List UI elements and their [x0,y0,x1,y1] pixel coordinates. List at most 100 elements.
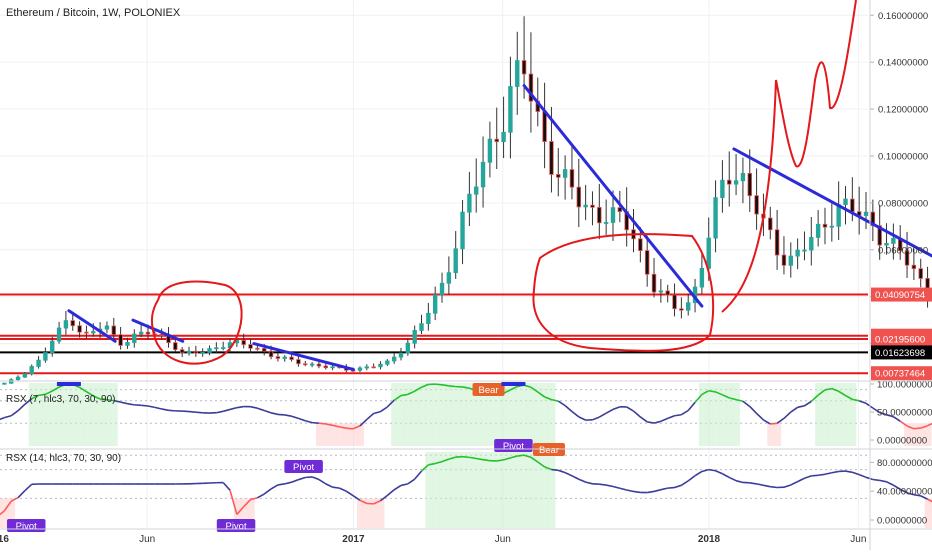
y-tick-label-1: 0.14000000 [878,58,928,69]
candle-body [782,255,786,265]
rsx7-line-segment [168,410,175,411]
candle-body [386,361,390,364]
candle-body [303,364,307,365]
rsx7-line-segment [196,412,203,413]
candle-body [392,357,396,361]
rsx14-y-tick-label-2: 0.00000000 [877,516,927,527]
candle-body [755,196,759,214]
rsx7-ob-band [77,383,84,446]
rsx14-ob-band [542,452,549,528]
rsx14-line-segment [634,491,641,492]
rsx7-ob-band [97,383,104,446]
rsx7-ob-band [90,383,97,446]
candle-body [317,364,321,366]
candle-body [276,357,280,359]
candle-body [433,295,437,313]
rsx14-line-segment [483,460,490,461]
candle-body [789,256,793,265]
rsx14-badge-1: Pivot [16,521,37,532]
candle-body [358,368,362,370]
rsx14-y-tick-label-0: 80.00000000 [877,458,932,469]
candle-body [406,343,410,353]
rsx14-line-segment [668,488,675,489]
candle-body [310,364,314,365]
candle-body [502,132,506,141]
rsx14-line-segment [551,470,558,471]
x-tick-label-3: 2017 [342,534,365,545]
candle-body [488,139,492,162]
rsx14-ob-band [453,452,460,528]
candle-body [556,174,560,177]
rsx14-ob-band [480,452,487,528]
rsx7-ob-band [849,383,856,446]
candle-body [71,321,75,326]
rsx14-ob-band [514,452,521,528]
candle-body [262,348,266,351]
candle-body [673,295,677,309]
candle-body [283,357,287,358]
rsx14-line-segment [463,457,470,458]
candle-body [481,162,485,187]
candle-body [194,351,198,353]
candle-body [249,345,253,349]
candle-body [447,273,451,284]
candle-body [700,268,704,287]
candle-body [297,360,301,364]
candle-body [379,364,383,367]
rsx7-ob-band [822,383,829,446]
y-tick-label-2: 0.12000000 [878,105,928,116]
rsx7-line-segment [182,411,189,412]
rsx7-ob-band [548,383,555,446]
rsx14-line-segment [818,474,825,475]
x-tick-label-4: Jun [495,534,511,545]
rsx7-os-band [767,423,774,446]
rsx7-ob-band [719,383,726,446]
rsx7-os-band [343,423,350,446]
candle-body [768,218,772,230]
rsx7-ob-band [514,383,521,446]
y-tick-label-4: 0.08000000 [878,198,928,209]
rsx14-ob-band [487,452,494,528]
candle-body [680,309,684,311]
rsx14-ob-band [548,452,555,528]
rsx14-badge-2: Pivot [225,521,246,532]
rsx7-ob-band [460,383,467,446]
rsx7-ob-band [446,383,453,446]
rsx7-badge-0: Bear [478,385,498,396]
candle-body [892,238,896,243]
candle-body [180,350,184,353]
rsx7-line-segment [237,407,244,408]
rsx7-os-band [316,423,323,446]
rsx7-line-segment [189,412,196,413]
candle-body [652,274,656,292]
rsx7-os-band [350,423,357,446]
candle-body [208,349,212,353]
candle-body [734,181,738,184]
candle-body [570,170,574,188]
y-tick-label-3: 0.10000000 [878,151,928,162]
rsx14-line-segment [750,483,757,484]
rsx7-ob-band [70,383,77,446]
candle-body [851,199,855,212]
rsx7-ob-band [391,383,398,446]
rsx7-extreme-marker-2 [501,382,525,386]
rsx7-ob-band [432,383,439,446]
candle-body [515,61,519,87]
candle-body [132,334,136,342]
candle-body [112,326,116,335]
price-label-5: 0.00737464 [875,369,925,380]
rsx7-line-segment [141,405,148,406]
price-label-4: 0.01623698 [875,348,925,359]
rsx14-ob-band [425,452,432,528]
candle-body [413,330,417,343]
rsx14-y-tick-label-1: 40.00000000 [877,487,932,498]
rsx7-line-segment [675,415,682,416]
rsx7-ob-band [29,383,36,446]
candle-body [461,212,465,249]
candle-body [174,343,178,350]
x-tick-label-5: 2018 [698,534,721,545]
rsx7-ob-band [453,383,460,446]
